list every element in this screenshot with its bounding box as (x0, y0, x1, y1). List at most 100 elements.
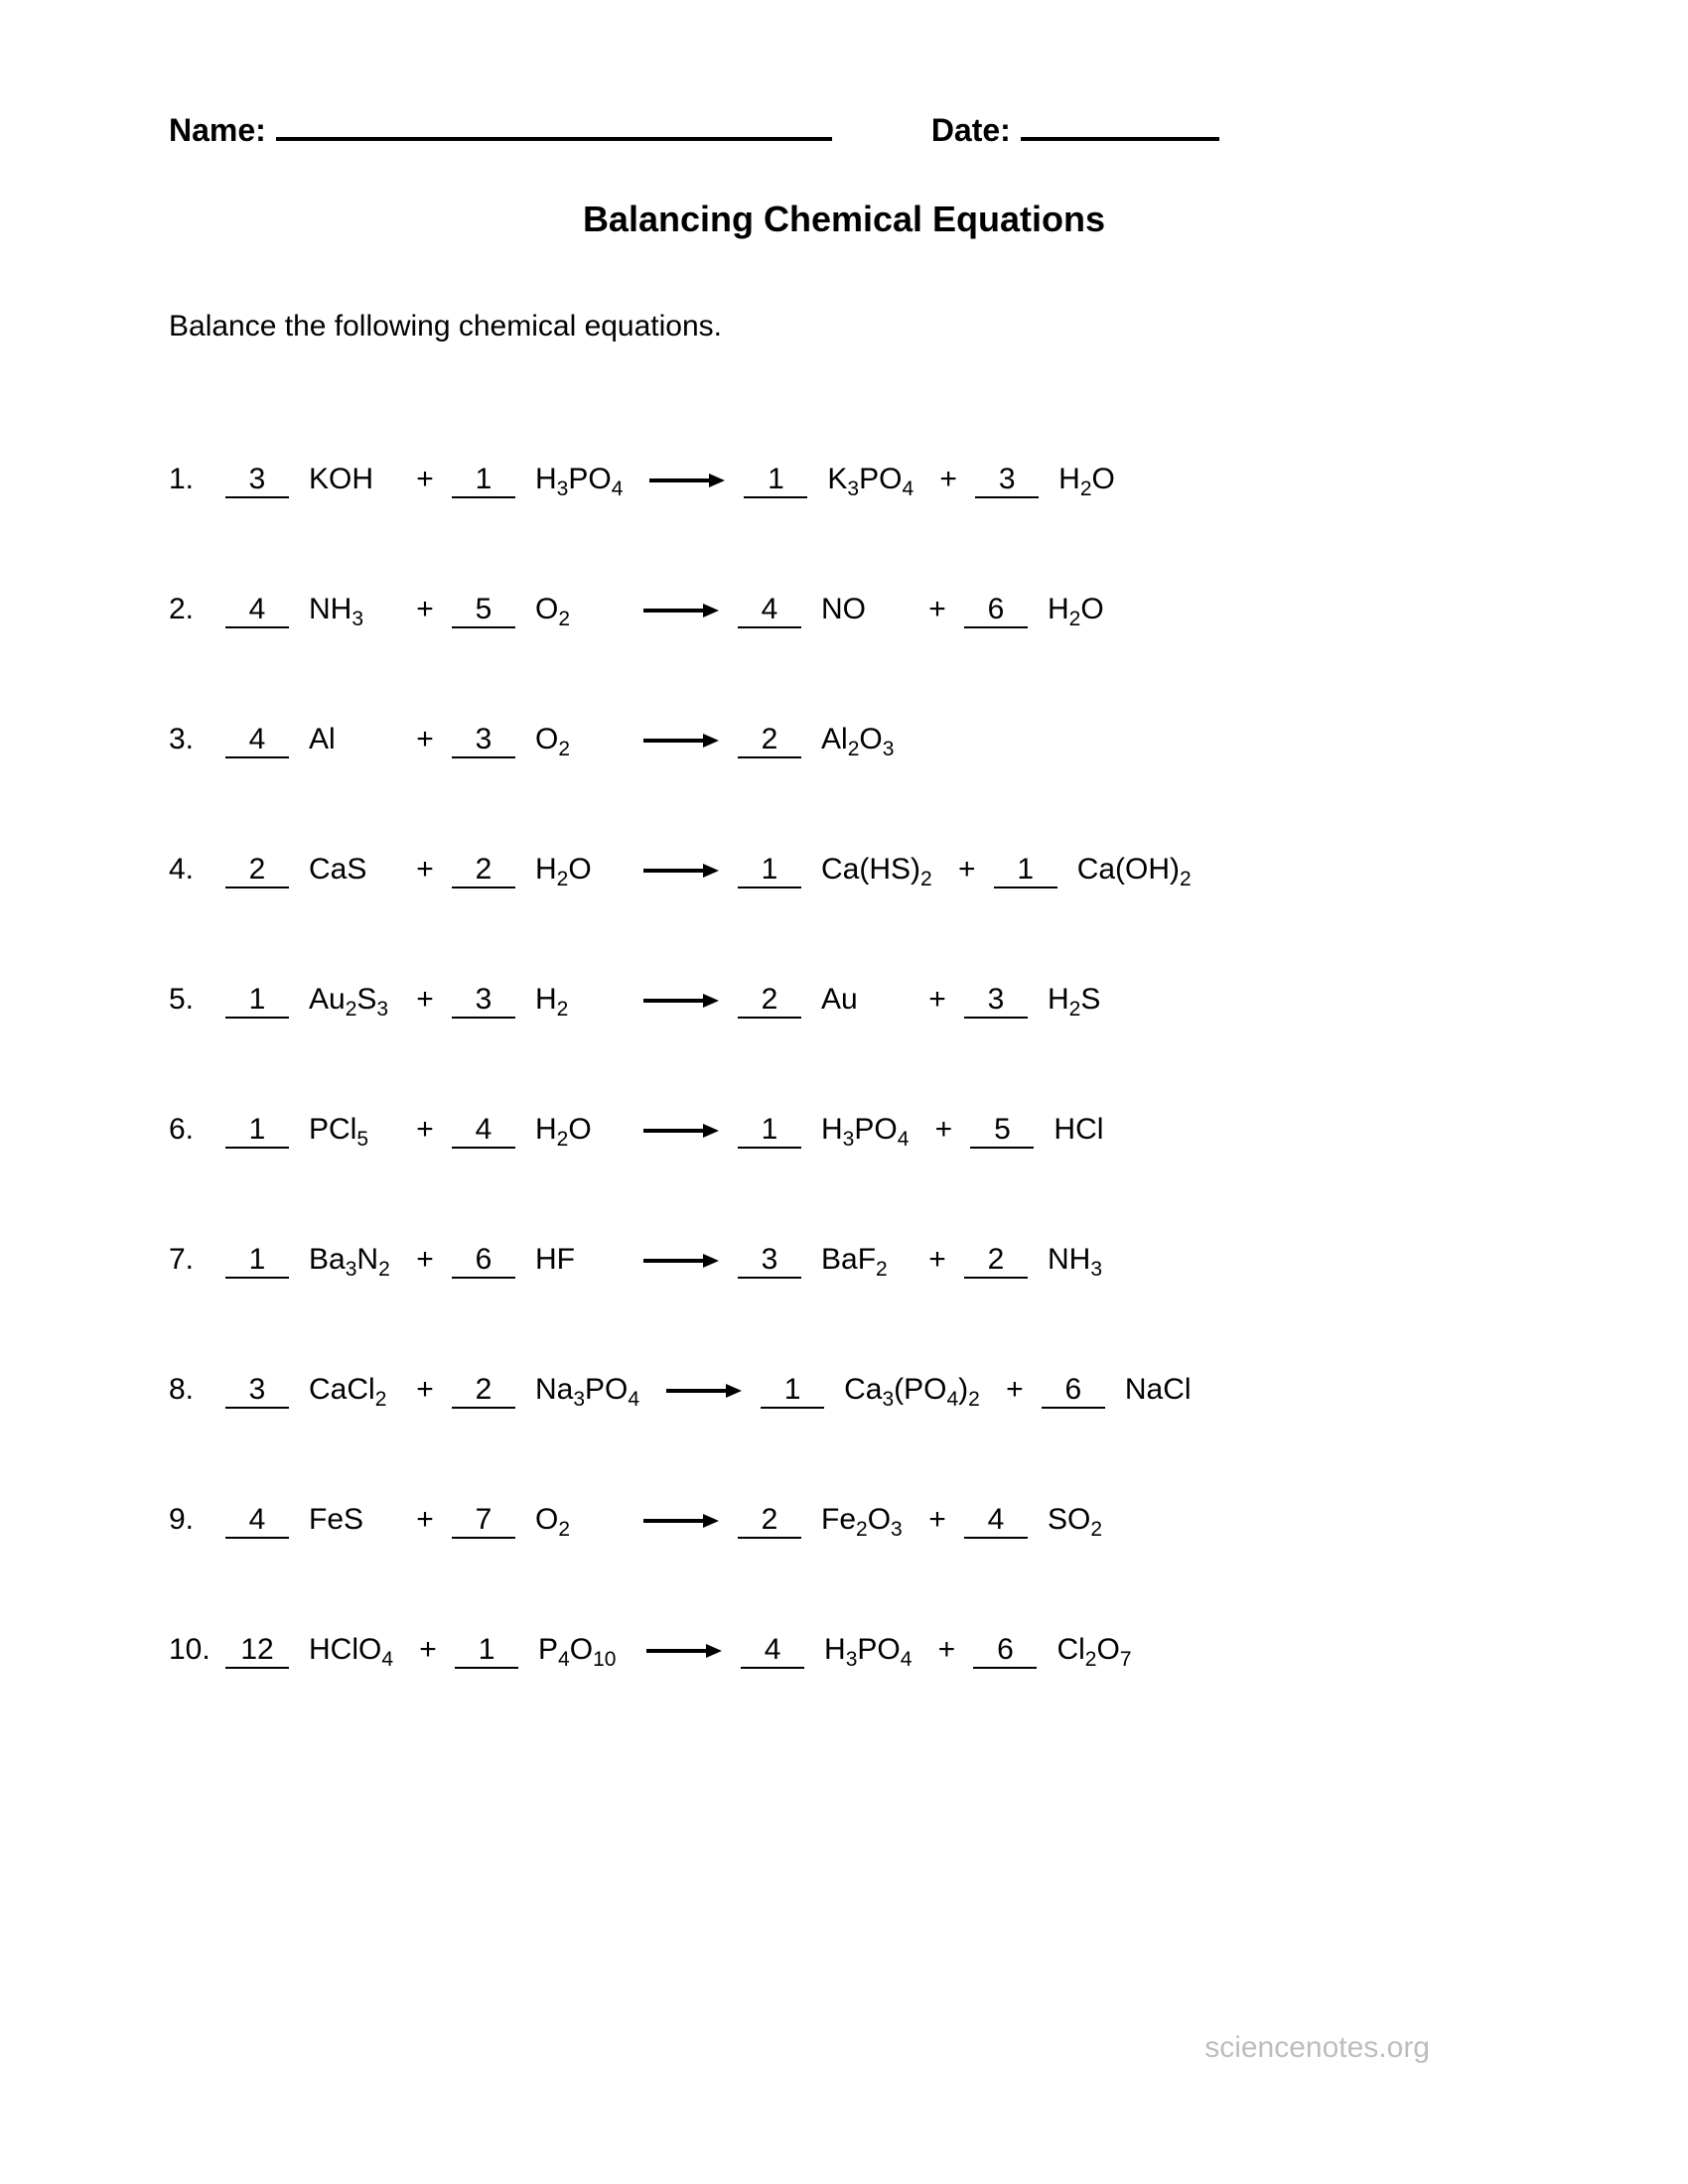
header-row: Name: Date: (169, 109, 1519, 149)
chemical-formula: H2O (1030, 593, 1139, 631)
plus-sign: + (400, 463, 450, 496)
coefficient-blank[interactable]: 4 (964, 1503, 1028, 1539)
coefficient-blank[interactable]: 6 (973, 1633, 1037, 1669)
plus-sign: + (400, 1373, 450, 1407)
chemical-formula: NaCl (1107, 1373, 1216, 1407)
reaction-arrow (627, 723, 736, 756)
coefficient-blank[interactable]: 5 (970, 1113, 1034, 1149)
coefficient-blank[interactable]: 12 (225, 1633, 289, 1669)
coefficient-blank[interactable]: 6 (964, 593, 1028, 628)
coefficient-blank[interactable]: 5 (452, 593, 515, 628)
date-input-line[interactable] (1021, 109, 1219, 141)
chemical-formula: H2S (1030, 983, 1139, 1022)
equation-row: 10.12HClO4+1P4O104H3PO4+6Cl2O7 (169, 1633, 1519, 1672)
plus-sign: + (913, 983, 962, 1017)
coefficient-blank[interactable]: 1 (225, 983, 289, 1019)
chemical-formula: H2 (517, 983, 627, 1022)
chemical-formula: Au (803, 983, 913, 1017)
chemical-formula: HClO4 (291, 1633, 403, 1672)
coefficient-blank[interactable]: 3 (452, 983, 515, 1019)
coefficient-blank[interactable]: 1 (744, 463, 807, 498)
equation-row: 8.3CaCl2+2Na3PO41Ca3(PO4)2+6NaCl (169, 1373, 1519, 1412)
chemical-formula: NO (803, 593, 913, 626)
coefficient-blank[interactable]: 3 (964, 983, 1028, 1019)
chemical-formula: KOH (291, 463, 400, 496)
coefficient-blank[interactable]: 1 (225, 1243, 289, 1279)
chemical-formula: H3PO4 (517, 463, 633, 501)
chemical-formula: FeS (291, 1503, 400, 1537)
reaction-arrow (633, 463, 742, 496)
reaction-arrow (627, 1503, 736, 1537)
coefficient-blank[interactable]: 3 (452, 723, 515, 758)
chemical-formula: Au2S3 (291, 983, 400, 1022)
reaction-arrow (627, 593, 736, 626)
instructions-text: Balance the following chemical equations… (169, 310, 1519, 343)
footer-attribution: sciencenotes.org (1204, 2031, 1430, 2065)
coefficient-blank[interactable]: 1 (455, 1633, 518, 1669)
name-label: Name: (169, 112, 266, 149)
chemical-formula: O2 (517, 593, 627, 631)
coefficient-blank[interactable]: 3 (975, 463, 1039, 498)
reaction-arrow (627, 1113, 736, 1147)
coefficient-blank[interactable]: 7 (452, 1503, 515, 1539)
coefficient-blank[interactable]: 1 (761, 1373, 824, 1409)
plus-sign: + (942, 853, 992, 887)
coefficient-blank[interactable]: 2 (738, 1503, 801, 1539)
plus-sign: + (921, 1633, 971, 1667)
chemical-formula: Al2O3 (803, 723, 913, 761)
plus-sign: + (400, 593, 450, 626)
plus-sign: + (913, 593, 962, 626)
coefficient-blank[interactable]: 2 (964, 1243, 1028, 1279)
coefficient-blank[interactable]: 2 (452, 853, 515, 888)
chemical-formula: HF (517, 1243, 627, 1277)
chemical-formula: H3PO4 (803, 1113, 918, 1152)
coefficient-blank[interactable]: 1 (738, 1113, 801, 1149)
coefficient-blank[interactable]: 1 (738, 853, 801, 888)
coefficient-blank[interactable]: 2 (225, 853, 289, 888)
worksheet-title: Balancing Chemical Equations (169, 199, 1519, 240)
coefficient-blank[interactable]: 4 (225, 1503, 289, 1539)
chemical-formula: H3PO4 (806, 1633, 921, 1672)
coefficient-blank[interactable]: 1 (225, 1113, 289, 1149)
chemical-formula: NH3 (291, 593, 400, 631)
equation-number: 7. (169, 1243, 223, 1277)
chemical-formula: Ca3(PO4)2 (826, 1373, 990, 1412)
chemical-formula: Ca(OH)2 (1059, 853, 1201, 891)
coefficient-blank[interactable]: 6 (452, 1243, 515, 1279)
coefficient-blank[interactable]: 2 (738, 983, 801, 1019)
chemical-formula: H2O (1041, 463, 1150, 501)
coefficient-blank[interactable]: 4 (225, 723, 289, 758)
plus-sign: + (400, 1113, 450, 1147)
plus-sign: + (400, 1243, 450, 1277)
plus-sign: + (913, 1243, 962, 1277)
plus-sign: + (990, 1373, 1040, 1407)
equation-number: 5. (169, 983, 223, 1017)
chemical-formula: Na3PO4 (517, 1373, 649, 1412)
equation-number: 1. (169, 463, 223, 496)
worksheet-page: Name: Date: Balancing Chemical Equations… (0, 0, 1688, 1672)
coefficient-blank[interactable]: 1 (452, 463, 515, 498)
equations-list: 1.3KOH+1H3PO41K3PO4+3H2O2.4NH3+5O24NO+6H… (169, 463, 1519, 1672)
coefficient-blank[interactable]: 3 (225, 1373, 289, 1409)
equation-row: 3.4Al+3O22Al2O3 (169, 723, 1519, 761)
reaction-arrow (649, 1373, 759, 1407)
reaction-arrow (627, 983, 736, 1017)
coefficient-blank[interactable]: 2 (452, 1373, 515, 1409)
coefficient-blank[interactable]: 4 (741, 1633, 804, 1669)
coefficient-blank[interactable]: 6 (1042, 1373, 1105, 1409)
plus-sign: + (913, 1503, 962, 1537)
equation-number: 2. (169, 593, 223, 626)
equation-row: 6.1PCl5+4H2O1H3PO4+5HCl (169, 1113, 1519, 1152)
coefficient-blank[interactable]: 4 (225, 593, 289, 628)
coefficient-blank[interactable]: 3 (738, 1243, 801, 1279)
chemical-formula: K3PO4 (809, 463, 923, 501)
coefficient-blank[interactable]: 2 (738, 723, 801, 758)
name-input-line[interactable] (276, 109, 832, 141)
plus-sign: + (400, 983, 450, 1017)
coefficient-blank[interactable]: 3 (225, 463, 289, 498)
coefficient-blank[interactable]: 1 (994, 853, 1057, 888)
coefficient-blank[interactable]: 4 (738, 593, 801, 628)
chemical-formula: Al (291, 723, 400, 756)
chemical-formula: HCl (1036, 1113, 1145, 1147)
coefficient-blank[interactable]: 4 (452, 1113, 515, 1149)
